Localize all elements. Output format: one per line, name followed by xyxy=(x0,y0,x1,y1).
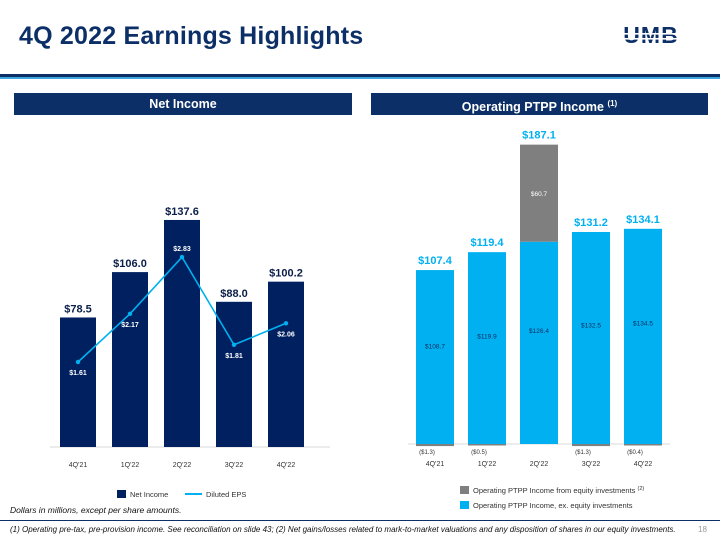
legend-swatch-equity xyxy=(460,486,469,494)
ptpp-x-tick: 2Q'22 xyxy=(530,461,549,468)
ptpp-equity-bar-label: $60.7 xyxy=(531,191,548,198)
ptpp-equity-bar xyxy=(624,444,662,446)
eps-data-label: $1.61 xyxy=(69,370,87,377)
ptpp-equity-bar xyxy=(520,144,558,242)
ptpp-equity-bar xyxy=(468,444,506,446)
net-income-x-tick: 1Q'22 xyxy=(121,462,140,469)
eps-point xyxy=(179,254,185,260)
legend-label-net-income: Net Income xyxy=(130,490,168,499)
footer-rule xyxy=(0,520,720,521)
net-income-bar-label: $78.5 xyxy=(64,303,92,315)
legend-label-equity: Operating PTPP Income from equity invest… xyxy=(473,486,644,495)
header-accent-rule xyxy=(0,77,720,79)
header-rule xyxy=(0,74,720,77)
legend-swatch-ex-equity xyxy=(460,501,469,509)
legend-label-ex-equity: Operating PTPP Income, ex. equity invest… xyxy=(473,501,633,510)
ptpp-ex-equity-bar-label: $119.9 xyxy=(477,333,497,340)
net-income-x-tick: 4Q'22 xyxy=(277,462,296,469)
ptpp-ex-equity-bar xyxy=(572,232,610,444)
ptpp-ex-equity-bar-label: $132.5 xyxy=(581,322,601,329)
legend-label-equity-sup: (2) xyxy=(638,486,645,492)
ptpp-header: Operating PTPP Income (1) xyxy=(371,93,708,115)
logo-text: UMB xyxy=(623,24,678,46)
ptpp-total-label: $131.2 xyxy=(574,217,608,229)
ptpp-x-tick: 4Q'21 xyxy=(426,461,445,468)
ptpp-equity-bar-label: ($0.4) xyxy=(627,450,643,456)
page-title: 4Q 2022 Earnings Highlights xyxy=(19,22,364,50)
net-income-header: Net Income xyxy=(14,93,352,115)
ptpp-ex-equity-bar-label: $108.7 xyxy=(425,343,445,350)
ptpp-equity-bar xyxy=(416,444,454,447)
eps-point xyxy=(283,321,289,326)
eps-point xyxy=(127,311,133,317)
ptpp-total-label: $187.1 xyxy=(522,130,556,142)
net-income-bar xyxy=(268,281,304,447)
ptpp-total-label: $107.4 xyxy=(418,255,453,267)
net-income-x-tick: 3Q'22 xyxy=(225,462,244,469)
net-income-bar-label: $88.0 xyxy=(220,288,248,300)
legend-label-eps: Diluted EPS xyxy=(206,490,246,499)
ptpp-header-label: Operating PTPP Income xyxy=(461,100,604,115)
net-income-bar-label: $100.2 xyxy=(269,268,303,280)
net-income-bar-label: $137.6 xyxy=(165,206,199,218)
eps-point xyxy=(231,342,237,347)
ptpp-ex-equity-bar xyxy=(416,270,454,444)
net-income-x-tick: 4Q'21 xyxy=(69,462,88,469)
ptpp-ex-equity-bar-label: $134.5 xyxy=(633,321,653,328)
ptpp-ex-equity-bar xyxy=(468,252,506,444)
page-number: 18 xyxy=(698,525,707,534)
eps-point xyxy=(75,359,81,365)
ptpp-equity-bar xyxy=(572,444,610,447)
ptpp-ex-equity-bar xyxy=(624,228,662,444)
ptpp-ex-equity-bar xyxy=(520,241,558,444)
net-income-header-label: Net Income xyxy=(149,97,217,111)
ptpp-x-tick: 1Q'22 xyxy=(478,461,497,468)
ptpp-equity-bar-label: ($0.5) xyxy=(471,450,487,456)
ptpp-ex-equity-bar-label: $126.4 xyxy=(529,328,549,335)
net-income-bar xyxy=(60,317,96,447)
eps-data-label: $1.81 xyxy=(225,353,243,360)
legend-swatch-net-income xyxy=(117,490,126,498)
ptpp-header-sup: (1) xyxy=(607,99,618,108)
net-income-bar xyxy=(112,272,148,447)
eps-data-label: $2.17 xyxy=(121,322,139,329)
net-income-bar xyxy=(164,219,200,447)
umb-logo: UMB xyxy=(605,24,697,46)
units-note: Dollars in millions, except per share am… xyxy=(10,505,182,515)
ptpp-x-tick: 4Q'22 xyxy=(634,461,653,468)
net-income-bar-label: $106.0 xyxy=(113,258,147,270)
ptpp-equity-bar-label: ($1.3) xyxy=(419,450,435,456)
ptpp-total-label: $119.4 xyxy=(470,237,504,249)
ptpp-total-label: $134.1 xyxy=(626,214,660,226)
net-income-x-tick: 2Q'22 xyxy=(173,462,192,469)
ptpp-equity-bar-label: ($1.3) xyxy=(575,450,591,456)
eps-data-label: $2.06 xyxy=(277,331,295,338)
footnote: (1) Operating pre-tax, pre-provision inc… xyxy=(10,525,676,534)
eps-data-label: $2.83 xyxy=(173,246,191,253)
ptpp-x-tick: 3Q'22 xyxy=(582,461,601,468)
